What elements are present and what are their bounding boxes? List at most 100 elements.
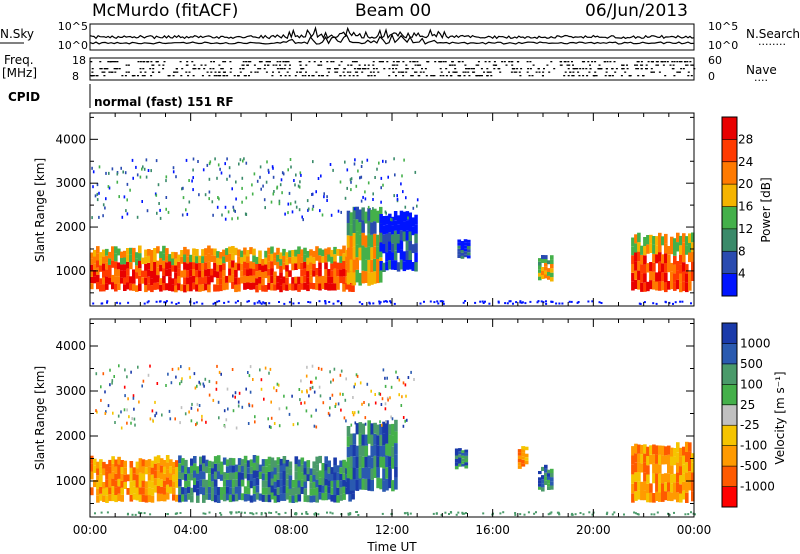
power-cell xyxy=(177,254,181,262)
freq-mark xyxy=(155,61,158,63)
freq-mark xyxy=(185,64,188,66)
velocity-cell xyxy=(342,479,346,487)
velocity-cell xyxy=(691,462,695,473)
freq-mark xyxy=(582,75,585,77)
power-speckle xyxy=(337,209,340,213)
power-cell xyxy=(150,257,154,264)
power-cell xyxy=(150,250,154,257)
velocity-cell xyxy=(382,433,386,446)
power-speckle xyxy=(253,172,256,176)
power-cell xyxy=(207,245,211,254)
velocity-ground-scatter xyxy=(305,511,308,513)
freq-mark xyxy=(162,68,165,70)
velocity-ground-scatter xyxy=(131,513,134,516)
freq-mark xyxy=(451,61,454,63)
freq-mark xyxy=(401,71,404,73)
velocity-speckle xyxy=(283,394,285,398)
freq-mark xyxy=(484,61,487,63)
power-speckle xyxy=(219,167,221,171)
velocity-cell xyxy=(267,456,272,465)
power-speckle xyxy=(241,186,243,190)
power-cell xyxy=(138,275,142,284)
power-cell xyxy=(144,270,148,278)
power-cell xyxy=(405,260,410,270)
velocity-ground-scatter xyxy=(260,512,263,514)
velocity-ground-scatter xyxy=(548,512,551,515)
power-cell xyxy=(408,260,412,270)
velocity-cell xyxy=(273,488,278,496)
velocity-cell xyxy=(231,487,236,495)
freq-mark xyxy=(224,61,227,63)
power-cell xyxy=(336,269,340,277)
power-cell xyxy=(306,251,310,258)
velocity-speckle xyxy=(366,382,369,386)
velocity-speckle xyxy=(245,387,247,391)
velocity-cell xyxy=(655,473,659,483)
power-cell xyxy=(538,269,542,273)
velocity-cell xyxy=(193,470,197,478)
power-cell xyxy=(673,264,677,274)
freq-mark xyxy=(645,68,647,70)
velocity-ground-scatter xyxy=(482,512,485,515)
velocity-cell xyxy=(288,482,293,489)
power-cell xyxy=(183,246,187,255)
power-cell xyxy=(393,260,398,270)
power-cell xyxy=(649,243,653,253)
power-cell xyxy=(198,262,202,271)
power-cell xyxy=(117,283,121,290)
power-cell xyxy=(346,223,351,236)
freq-mark xyxy=(586,75,589,77)
velocity-speckle xyxy=(379,420,381,424)
velocity-cell xyxy=(454,458,459,463)
velocity-speckle xyxy=(197,408,199,412)
power-cell xyxy=(177,283,181,291)
velocity-ground-scatter xyxy=(448,513,450,515)
velocity-cell xyxy=(634,443,638,454)
power-speckle xyxy=(241,200,243,204)
velocity-cell xyxy=(541,466,545,471)
power-cell xyxy=(688,242,692,253)
freq-mark xyxy=(624,71,627,73)
velocity-cell xyxy=(306,460,311,468)
power-cell xyxy=(339,256,343,263)
velocity-cell xyxy=(385,443,389,456)
freq-mark xyxy=(305,64,308,66)
power-cell xyxy=(102,277,106,285)
freq-mark xyxy=(185,71,188,73)
power-ground-scatter xyxy=(568,300,571,303)
freq-mark xyxy=(176,68,178,70)
freq-mark xyxy=(481,75,483,77)
freq-mark xyxy=(594,71,597,73)
velocity-cell xyxy=(252,455,257,463)
velocity-cell xyxy=(379,434,383,446)
power-cell xyxy=(658,261,662,272)
velocity-ground-scatter xyxy=(301,512,303,515)
power-speckle xyxy=(245,161,248,165)
power-cell xyxy=(541,271,545,275)
velocity-cell xyxy=(379,478,383,490)
power-ground-scatter xyxy=(212,302,215,305)
x-tick-label: 08:00 xyxy=(274,523,309,537)
power-cell xyxy=(114,276,118,284)
velocity-cell xyxy=(144,495,149,503)
freq-mark xyxy=(369,71,372,73)
freq-mark xyxy=(259,68,262,70)
freq-mark xyxy=(187,75,190,77)
velocity-cell xyxy=(547,479,551,484)
freq-mark xyxy=(137,75,139,77)
velocity-cell xyxy=(321,470,325,478)
velocity-cell xyxy=(318,477,322,485)
power-cell xyxy=(105,269,109,277)
velocity-speckle xyxy=(130,421,132,425)
power-speckle xyxy=(396,197,399,201)
velocity-ground-scatter xyxy=(668,513,671,516)
power-cell xyxy=(370,234,374,248)
freq-mark xyxy=(131,75,134,77)
freq-mark xyxy=(373,75,376,77)
velocity-cell xyxy=(370,434,374,446)
freq-mark xyxy=(243,75,246,77)
velocity-cell xyxy=(688,461,692,472)
freq-mark xyxy=(477,64,480,66)
power-cell xyxy=(634,243,638,253)
